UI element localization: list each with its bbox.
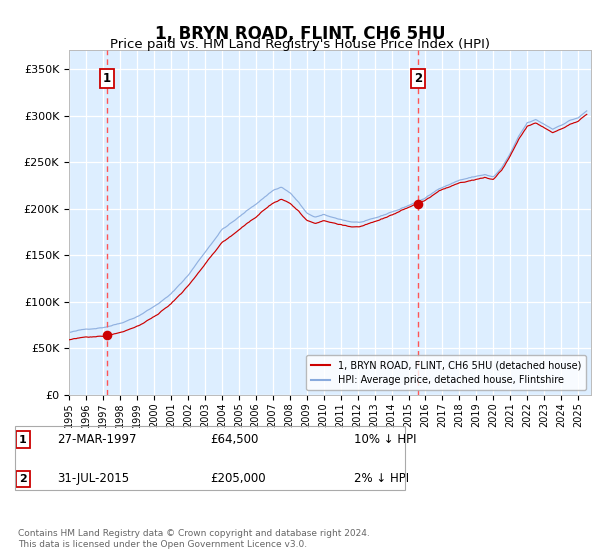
Text: 10% ↓ HPI: 10% ↓ HPI: [354, 433, 416, 446]
Text: Price paid vs. HM Land Registry's House Price Index (HPI): Price paid vs. HM Land Registry's House …: [110, 38, 490, 51]
Point: [413, 199, 423, 208]
Text: 1, BRYN ROAD, FLINT, CH6 5HU: 1, BRYN ROAD, FLINT, CH6 5HU: [155, 25, 445, 43]
Text: 2: 2: [19, 474, 26, 484]
Text: 31-JUL-2015: 31-JUL-2015: [57, 472, 129, 486]
Text: 2% ↓ HPI: 2% ↓ HPI: [354, 472, 409, 486]
Text: 27-MAR-1997: 27-MAR-1997: [57, 433, 137, 446]
Legend: 1, BRYN ROAD, FLINT, CH6 5HU (detached house), HPI: Average price, detached hous: 1, BRYN ROAD, FLINT, CH6 5HU (detached h…: [306, 356, 586, 390]
Point: [102, 330, 112, 339]
Text: Contains HM Land Registry data © Crown copyright and database right 2024.
This d: Contains HM Land Registry data © Crown c…: [18, 529, 370, 549]
Text: 2: 2: [414, 72, 422, 85]
Text: 1: 1: [103, 72, 111, 85]
Text: £205,000: £205,000: [210, 472, 266, 486]
Text: £64,500: £64,500: [210, 433, 259, 446]
Text: 1: 1: [19, 435, 26, 445]
